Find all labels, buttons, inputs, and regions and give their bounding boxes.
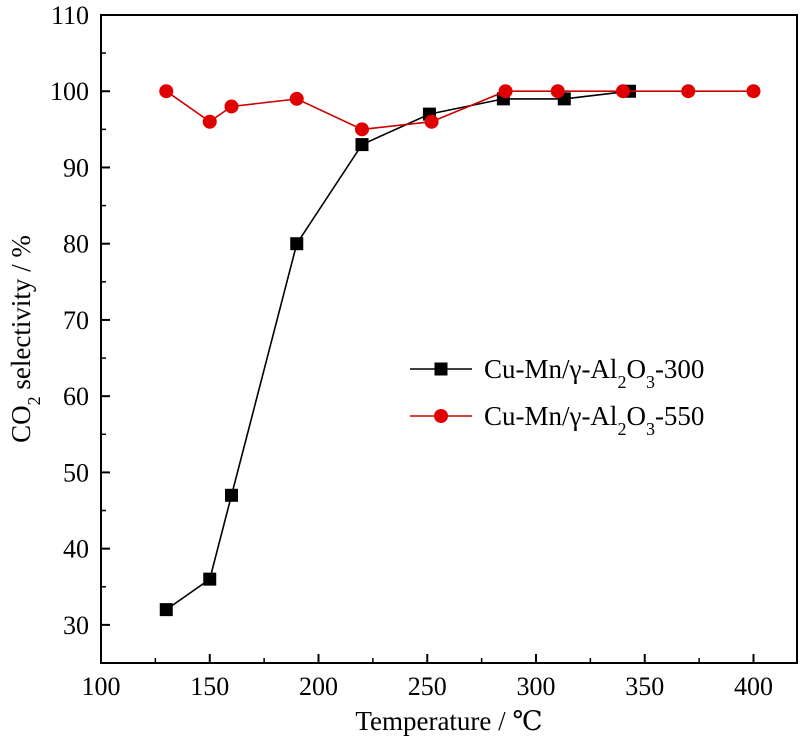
y-tick-label: 70: [63, 306, 89, 335]
y-tick-label: 100: [50, 77, 89, 106]
series-2: [159, 84, 761, 137]
x-axis-title: Temperature / ℃: [355, 706, 542, 736]
y-tick-label: 80: [63, 230, 89, 259]
series-group: [159, 84, 761, 617]
data-point: [224, 99, 239, 114]
data-point: [355, 122, 369, 137]
data-point: [550, 84, 565, 99]
legend-marker: [434, 362, 448, 376]
legend-item: Cu-Mn/γ-Al2O3-550: [410, 401, 704, 439]
data-point: [498, 84, 513, 99]
data-point: [225, 488, 238, 502]
legend: Cu-Mn/γ-Al2O3-300 Cu-Mn/γ-Al2O3-550: [410, 354, 704, 439]
data-point: [681, 84, 696, 99]
legend-marker: [434, 409, 448, 423]
legend-label: Cu-Mn/γ-Al2O3-550: [484, 401, 704, 439]
legend-item: Cu-Mn/γ-Al2O3-300: [410, 354, 704, 392]
y-axis-title: CO2 selectivity / %: [6, 235, 44, 443]
series-line: [165, 90, 754, 131]
data-point: [746, 84, 761, 99]
axis-ticks: 100 150 200 250 300 350 400 30 40 50 60 70 80 90 100 11…: [50, 1, 773, 701]
data-point: [289, 91, 304, 106]
x-tick-label: 250: [408, 672, 447, 701]
x-tick-label: 150: [190, 672, 229, 701]
data-point: [355, 138, 369, 152]
x-tick-label: 100: [82, 672, 121, 701]
data-point: [202, 114, 217, 129]
y-tick-label: 50: [63, 458, 89, 487]
y-tick-label: 40: [63, 535, 89, 564]
y-tick-label: 110: [51, 1, 89, 30]
data-point: [159, 603, 173, 617]
x-tick-label: 200: [299, 672, 338, 701]
data-point: [616, 84, 630, 99]
x-tick-label: 400: [734, 672, 773, 701]
data-point: [290, 237, 304, 251]
y-tick-label: 90: [63, 153, 89, 182]
y-tick-label: 60: [63, 382, 89, 411]
data-point: [159, 84, 174, 99]
x-tick-label: 350: [625, 672, 664, 701]
plot-frame: [100, 14, 798, 664]
legend-label: Cu-Mn/γ-Al2O3-300: [484, 354, 704, 392]
series-1: [159, 84, 637, 617]
data-point: [424, 114, 439, 129]
series-line: [165, 90, 630, 611]
data-point: [203, 572, 217, 586]
x-tick-label: 300: [517, 672, 556, 701]
y-tick-label: 30: [63, 611, 89, 640]
